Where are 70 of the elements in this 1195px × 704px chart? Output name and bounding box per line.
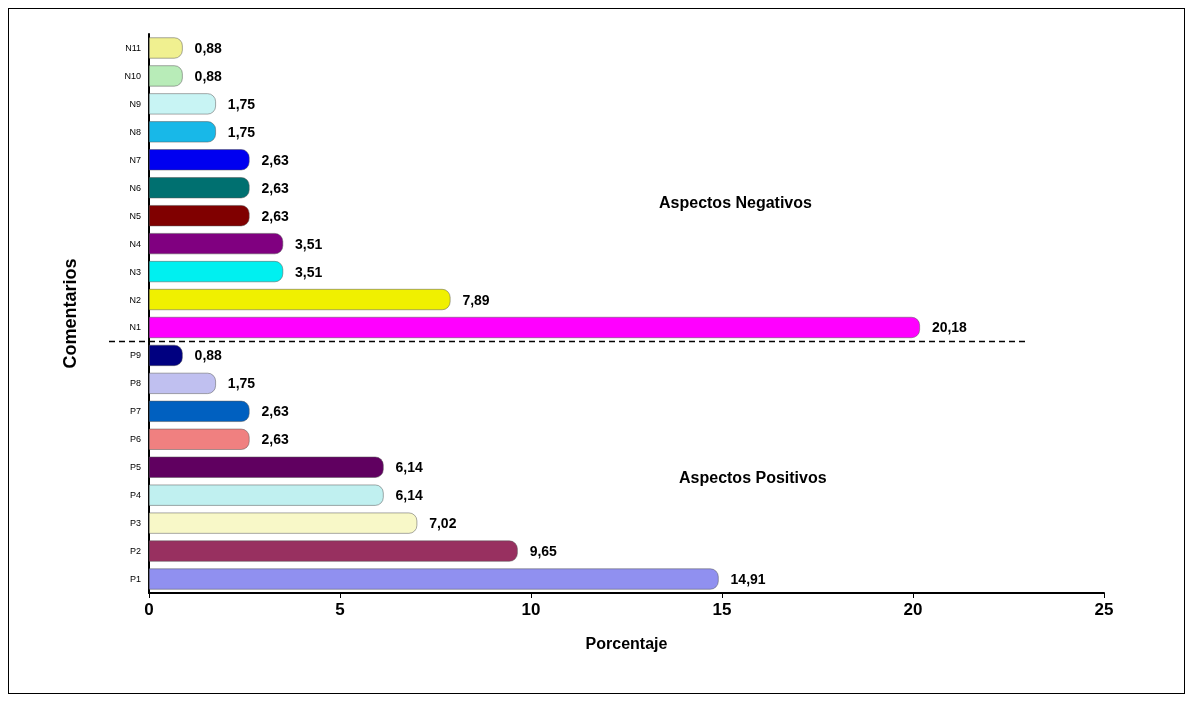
bar	[149, 233, 284, 255]
annotation: Aspectos Positivos	[679, 468, 827, 486]
data-label: 3,51	[295, 235, 323, 252]
data-label: 2,63	[261, 179, 289, 196]
bar	[149, 400, 250, 422]
y-tick-label: P9	[129, 350, 141, 361]
bar	[149, 37, 183, 59]
data-label: 2,63	[261, 207, 289, 224]
data-label: 2,63	[261, 151, 289, 168]
bar	[149, 289, 451, 311]
x-axis-title: Porcentaje	[585, 634, 668, 652]
x-tick-label: 20	[903, 600, 923, 619]
bar	[149, 261, 284, 283]
y-tick-label: P7	[129, 406, 141, 417]
y-tick-label: N8	[129, 126, 141, 137]
y-tick-label: N9	[129, 98, 141, 109]
y-tick-label: N10	[124, 70, 141, 81]
y-tick-label: P3	[129, 518, 141, 529]
x-tick-label: 15	[712, 600, 732, 619]
annotation: Aspectos Negativos	[659, 193, 813, 211]
data-label: 7,02	[429, 515, 457, 532]
y-tick-label: N7	[129, 154, 141, 165]
data-label: 2,63	[261, 403, 289, 420]
x-tick-label: 0	[144, 600, 154, 619]
data-label: 14,91	[730, 571, 766, 588]
bar	[149, 149, 250, 171]
bar	[149, 372, 216, 394]
y-tick-label: P5	[129, 462, 141, 473]
data-label: 7,89	[462, 291, 490, 308]
bar	[149, 177, 250, 199]
x-tick-label: 25	[1094, 600, 1114, 619]
y-tick-label: N5	[129, 210, 141, 221]
bar	[149, 121, 216, 143]
data-label: 9,65	[529, 543, 558, 560]
y-tick-label: P6	[129, 434, 141, 445]
bar	[149, 456, 384, 478]
bar	[149, 344, 183, 366]
x-tick-label: 5	[335, 600, 345, 619]
y-axis-title: Comentarios	[60, 258, 80, 369]
data-label: 1,75	[227, 95, 256, 112]
y-tick-label: N6	[129, 182, 141, 193]
y-tick-label: N2	[129, 294, 141, 305]
bar	[149, 512, 418, 534]
y-tick-label: N4	[129, 238, 141, 249]
y-tick-label: N11	[125, 42, 141, 53]
bar	[149, 428, 250, 450]
data-label: 2,63	[261, 431, 289, 448]
bar	[149, 540, 518, 562]
data-label: 0,88	[194, 347, 223, 364]
bar	[149, 484, 384, 506]
bar	[149, 93, 216, 115]
data-label: 0,88	[194, 39, 223, 56]
data-label: 1,75	[227, 375, 256, 392]
bar	[149, 65, 183, 87]
y-tick-label: P8	[129, 378, 141, 389]
y-tick-label: N1	[129, 322, 141, 333]
data-label: 1,75	[227, 123, 256, 140]
data-label: 3,51	[295, 263, 323, 280]
data-label: 0,88	[194, 67, 223, 84]
data-label: 6,14	[395, 459, 424, 476]
bar	[149, 205, 250, 227]
y-tick-label: P1	[129, 574, 141, 585]
bar	[149, 316, 920, 338]
x-tick-label: 10	[521, 600, 541, 619]
data-label: 6,14	[395, 487, 424, 504]
bar	[149, 568, 719, 590]
y-tick-label: N3	[129, 266, 141, 277]
y-tick-label: P2	[129, 546, 141, 557]
data-label: 20,18	[931, 319, 968, 336]
y-tick-label: P4	[129, 490, 141, 501]
